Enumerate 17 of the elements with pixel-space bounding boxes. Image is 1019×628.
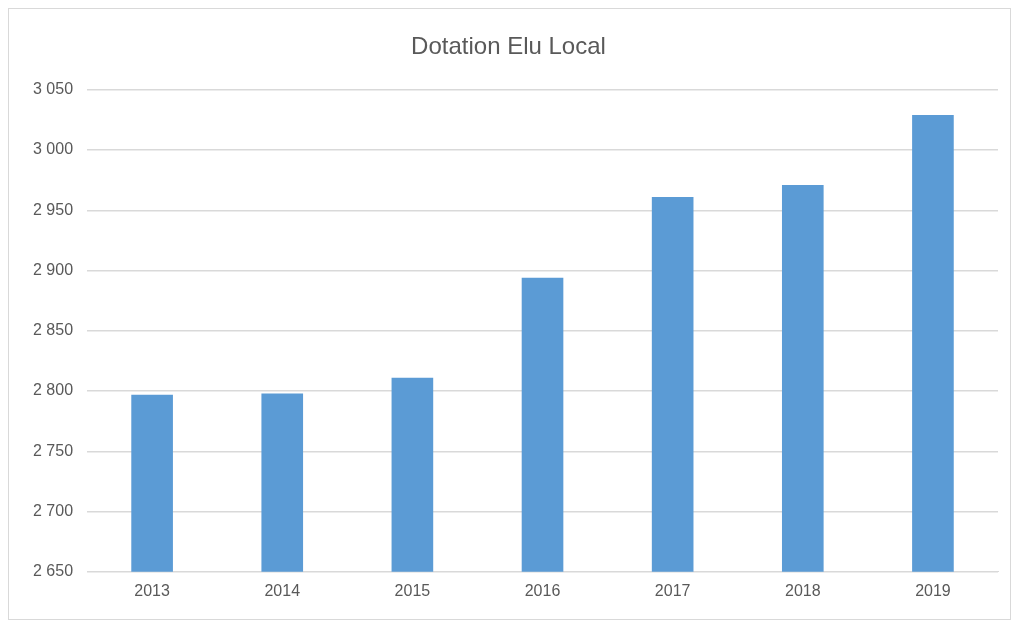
y-tick-label: 2 900	[32, 260, 74, 278]
y-tick-label: 2 850	[32, 321, 74, 339]
y-tick-label: 3 050	[32, 80, 74, 98]
x-tick-label: 2019	[915, 581, 951, 599]
x-tick-label: 2016	[524, 581, 561, 599]
y-tick-label: 3 000	[32, 140, 74, 158]
x-tick-label: 2014	[264, 581, 301, 599]
x-tick-label: 2015	[394, 581, 431, 599]
x-tick-label: 2018	[785, 581, 821, 599]
x-tick-label: 2013	[134, 581, 171, 599]
chart-title: Dotation Elu Local	[411, 32, 606, 60]
y-tick-label: 2 950	[32, 200, 74, 218]
y-tick-label: 2 800	[32, 381, 74, 399]
x-tick-label: 2017	[654, 581, 691, 599]
y-tick-label: 2 700	[32, 501, 74, 519]
y-tick-label: 2 650	[32, 562, 74, 580]
y-tick-label: 2 750	[32, 441, 74, 459]
